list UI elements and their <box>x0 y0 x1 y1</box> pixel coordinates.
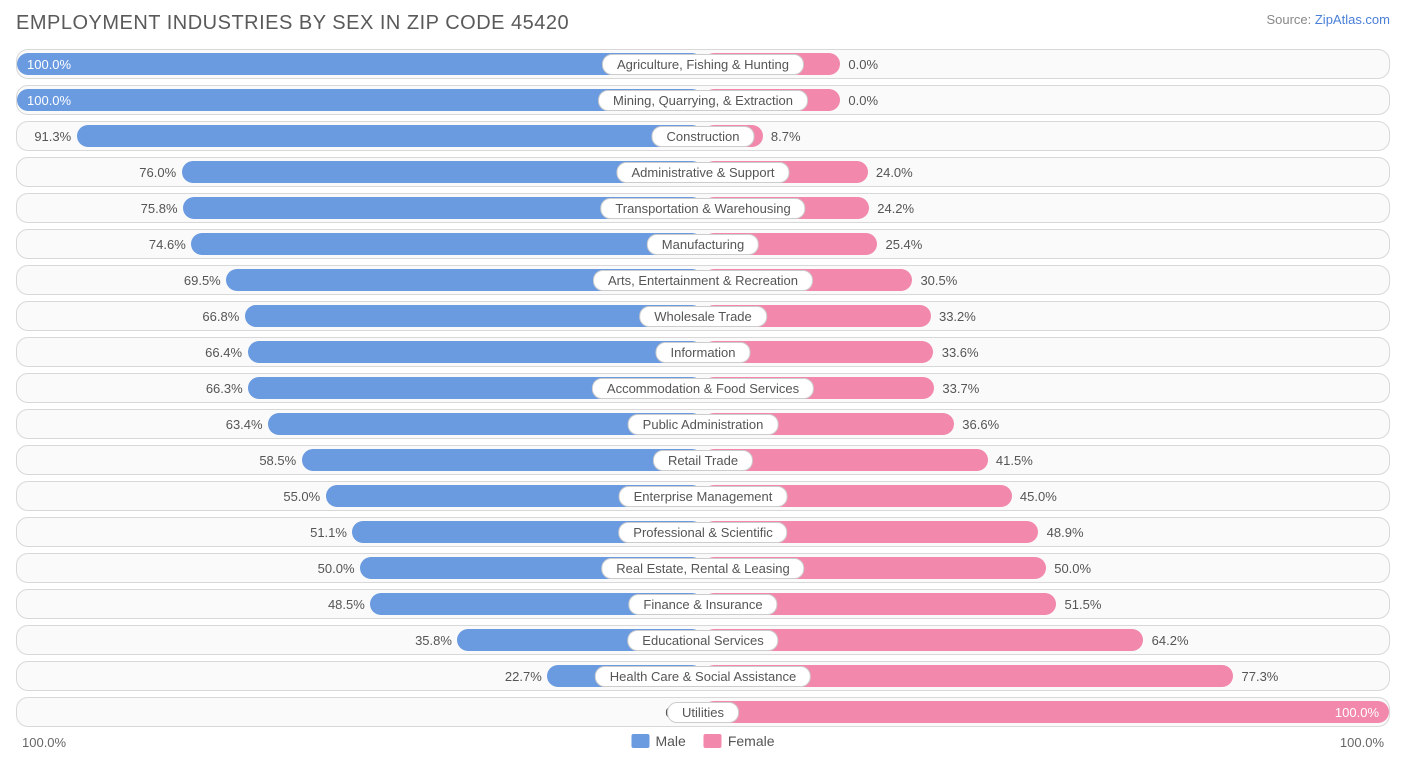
female-pct-label: 30.5% <box>920 273 957 288</box>
legend: Male Female <box>631 733 774 749</box>
chart-row: 55.0% 45.0% Enterprise Management <box>16 481 1390 511</box>
male-pct-label: 58.5% <box>259 453 296 468</box>
female-pct-label: 0.0% <box>848 93 878 108</box>
female-pct-label: 51.5% <box>1065 597 1102 612</box>
male-pct-label: 74.6% <box>149 237 186 252</box>
category-label: Utilities <box>667 702 739 723</box>
female-pct-label: 8.7% <box>771 129 801 144</box>
male-pct-label: 63.4% <box>226 417 263 432</box>
chart-row: 76.0% 24.0% Administrative & Support <box>16 157 1390 187</box>
legend-item-male: Male <box>631 733 685 749</box>
category-label: Wholesale Trade <box>639 306 767 327</box>
chart-row: 63.4% 36.6% Public Administration <box>16 409 1390 439</box>
axis-label-left: 100.0% <box>22 735 66 750</box>
axis-label-right: 100.0% <box>1340 735 1384 750</box>
chart-row: 66.8% 33.2% Wholesale Trade <box>16 301 1390 331</box>
chart-row: 66.4% 33.6% Information <box>16 337 1390 367</box>
female-pct-label: 33.7% <box>942 381 979 396</box>
male-pct-label: 50.0% <box>318 561 355 576</box>
female-pct-label: 100.0% <box>1335 705 1379 720</box>
category-label: Information <box>655 342 750 363</box>
male-pct-label: 69.5% <box>184 273 221 288</box>
female-pct-label: 24.0% <box>876 165 913 180</box>
female-pct-label: 77.3% <box>1242 669 1279 684</box>
male-bar <box>248 341 704 363</box>
category-label: Manufacturing <box>647 234 759 255</box>
male-bar <box>245 305 703 327</box>
chart-row: 0.0%100.0%Utilities <box>16 697 1390 727</box>
chart-row: 51.1% 48.9% Professional & Scientific <box>16 517 1390 547</box>
male-pct-label: 22.7% <box>505 669 542 684</box>
male-pct-label: 75.8% <box>141 201 178 216</box>
diverging-bar-chart: 100.0% 0.0% Agriculture, Fishing & Hunting… <box>16 49 1390 727</box>
chart-row: 100.0% 0.0% Agriculture, Fishing & Hunting <box>16 49 1390 79</box>
male-pct-label: 100.0% <box>27 57 71 72</box>
female-pct-label: 0.0% <box>848 57 878 72</box>
male-bar <box>17 53 703 75</box>
category-label: Mining, Quarrying, & Extraction <box>598 90 808 111</box>
chart-row: 58.5% 41.5% Retail Trade <box>16 445 1390 475</box>
chart-row: 75.8% 24.2% Transportation & Warehousing <box>16 193 1390 223</box>
chart-row: 66.3% 33.7% Accommodation & Food Services <box>16 373 1390 403</box>
female-pct-label: 33.2% <box>939 309 976 324</box>
chart-row: 22.7% 77.3% Health Care & Social Assistanc… <box>16 661 1390 691</box>
female-pct-label: 41.5% <box>996 453 1033 468</box>
category-label: Agriculture, Fishing & Hunting <box>602 54 804 75</box>
category-label: Administrative & Support <box>616 162 789 183</box>
legend-swatch-male <box>631 734 649 748</box>
legend-swatch-female <box>704 734 722 748</box>
male-pct-label: 51.1% <box>310 525 347 540</box>
source-attribution: Source: ZipAtlas.com <box>1266 12 1390 27</box>
chart-row: 35.8% 64.2% Educational Services <box>16 625 1390 655</box>
male-bar <box>302 449 703 471</box>
chart-row: 74.6% 25.4% Manufacturing <box>16 229 1390 259</box>
female-pct-label: 64.2% <box>1152 633 1189 648</box>
category-label: Public Administration <box>628 414 779 435</box>
male-pct-label: 91.3% <box>34 129 71 144</box>
category-label: Enterprise Management <box>619 486 788 507</box>
female-pct-label: 24.2% <box>877 201 914 216</box>
female-pct-label: 36.6% <box>962 417 999 432</box>
category-label: Transportation & Warehousing <box>600 198 805 219</box>
legend-label-female: Female <box>728 733 775 749</box>
category-label: Retail Trade <box>653 450 753 471</box>
category-label: Arts, Entertainment & Recreation <box>593 270 813 291</box>
male-pct-label: 66.4% <box>205 345 242 360</box>
female-bar <box>703 701 1389 723</box>
male-pct-label: 35.8% <box>415 633 452 648</box>
chart-row: 50.0% 50.0% Real Estate, Rental & Leasing <box>16 553 1390 583</box>
female-pct-label: 25.4% <box>885 237 922 252</box>
chart-row: 91.3% 8.7% Construction <box>16 121 1390 151</box>
category-label: Educational Services <box>627 630 778 651</box>
chart-header: EMPLOYMENT INDUSTRIES BY SEX IN ZIP CODE… <box>16 12 1390 35</box>
male-pct-label: 66.8% <box>202 309 239 324</box>
source-link[interactable]: ZipAtlas.com <box>1315 12 1390 27</box>
female-pct-label: 48.9% <box>1047 525 1084 540</box>
chart-row: 100.0% 0.0% Mining, Quarrying, & Extractio… <box>16 85 1390 115</box>
male-bar <box>77 125 703 147</box>
chart-footer: 100.0% Male Female 100.0% <box>16 733 1390 757</box>
female-pct-label: 33.6% <box>942 345 979 360</box>
chart-row: 69.5% 30.5% Arts, Entertainment & Recreati… <box>16 265 1390 295</box>
chart-title: EMPLOYMENT INDUSTRIES BY SEX IN ZIP CODE… <box>16 12 569 35</box>
source-prefix: Source: <box>1266 12 1314 27</box>
male-bar <box>191 233 703 255</box>
category-label: Real Estate, Rental & Leasing <box>601 558 804 579</box>
male-pct-label: 66.3% <box>206 381 243 396</box>
chart-row: 48.5% 51.5% Finance & Insurance <box>16 589 1390 619</box>
female-pct-label: 50.0% <box>1054 561 1091 576</box>
legend-label-male: Male <box>655 733 685 749</box>
category-label: Construction <box>652 126 755 147</box>
female-pct-label: 45.0% <box>1020 489 1057 504</box>
male-pct-label: 55.0% <box>283 489 320 504</box>
category-label: Finance & Insurance <box>628 594 777 615</box>
male-pct-label: 48.5% <box>328 597 365 612</box>
category-label: Accommodation & Food Services <box>592 378 814 399</box>
legend-item-female: Female <box>704 733 775 749</box>
male-pct-label: 76.0% <box>139 165 176 180</box>
category-label: Health Care & Social Assistance <box>595 666 811 687</box>
male-pct-label: 100.0% <box>27 93 71 108</box>
category-label: Professional & Scientific <box>618 522 787 543</box>
